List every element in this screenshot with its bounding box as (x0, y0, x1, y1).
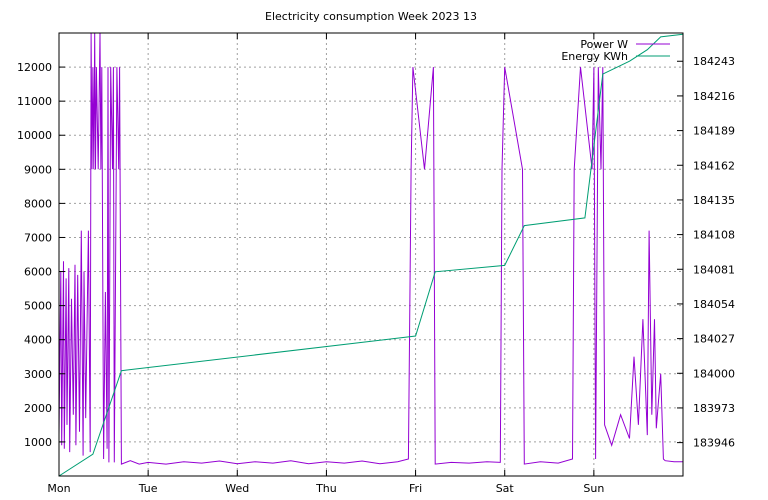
legend-label: Power W (580, 38, 628, 51)
x-tick-label: Mon (47, 482, 70, 495)
x-tick-label: Sun (583, 482, 604, 495)
y-left-tick-label: 8000 (24, 197, 52, 210)
y-right-tick-label: 184108 (693, 229, 735, 242)
series-line-power (58, 32, 683, 465)
grid (59, 33, 683, 476)
series-layer (58, 32, 684, 477)
y-right-tick-label: 184027 (693, 333, 735, 346)
y-left-tick-label: 5000 (24, 300, 52, 313)
x-tick-label: Sat (496, 482, 515, 495)
y-right-tick-label: 184162 (693, 159, 735, 172)
x-tick-label: Tue (138, 482, 158, 495)
y-left-tick-label: 10000 (17, 129, 52, 142)
y-left-tick-label: 1000 (24, 436, 52, 449)
legend-label: Energy KWh (561, 50, 628, 63)
y-right-tick-label: 184000 (693, 367, 735, 380)
y-left-tick-label: 6000 (24, 266, 52, 279)
y-left-tick-label: 2000 (24, 402, 52, 415)
y-right-tick-label: 184135 (693, 194, 735, 207)
y-right-tick-label: 184081 (693, 263, 735, 276)
series-line-energy (58, 33, 684, 477)
y-left-tick-label: 4000 (24, 334, 52, 347)
y-left-tick-label: 3000 (24, 368, 52, 381)
x-tick-label: Wed (225, 482, 249, 495)
y-right-tick-label: 184189 (693, 125, 735, 138)
y-right-tick-label: 184216 (693, 90, 735, 103)
y-right-tick-label: 183946 (693, 437, 735, 450)
y-right-tick-label: 184054 (693, 298, 735, 311)
axes: Mon Tue Wed Thu Fri Sat Sun 1000 2000 3000 4000 500… (17, 33, 735, 495)
y-left-tick-label: 11000 (17, 95, 52, 108)
y-right-tick-label: 183973 (693, 402, 735, 415)
y-left-tick-label: 12000 (17, 61, 52, 74)
y-right-tick-label: 184243 (693, 55, 735, 68)
x-tick-label: Fri (409, 482, 422, 495)
x-tick-label: Thu (315, 482, 337, 495)
y-left-tick-label: 7000 (24, 231, 52, 244)
plot-frame (58, 32, 684, 477)
y-left-tick-label: 9000 (24, 163, 52, 176)
chart-title: Electricity consumption Week 2023 13 (265, 10, 477, 23)
